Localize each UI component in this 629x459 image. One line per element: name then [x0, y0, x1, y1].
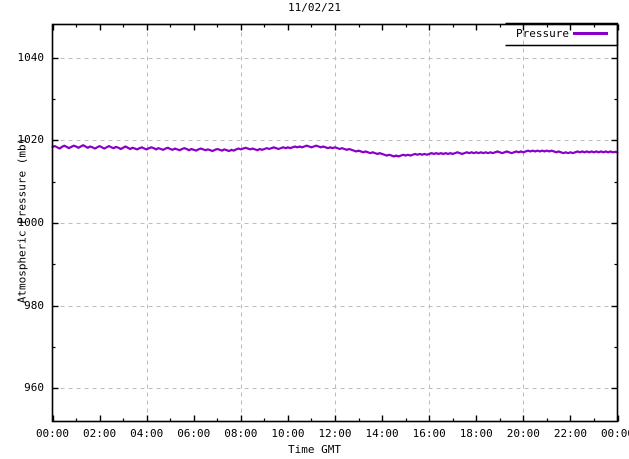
y-tick-label: 1040: [17, 50, 45, 64]
x-tick-label: 04:00: [130, 426, 164, 440]
series-line-pressure: [51, 144, 619, 158]
x-tick-label: 02:00: [83, 426, 117, 440]
legend-box: [505, 22, 619, 47]
x-tick-label: 14:00: [365, 426, 399, 440]
x-tick-label: 20:00: [506, 426, 540, 440]
x-tick-label: 18:00: [459, 426, 493, 440]
chart-title: 11/02/21: [288, 1, 341, 14]
x-tick-label: 06:00: [177, 426, 211, 440]
x-tick-label: 12:00: [318, 426, 352, 440]
y-tick-label: 960: [24, 381, 44, 395]
y-tick-label: 980: [24, 298, 44, 312]
y-tick-label: 1020: [17, 133, 45, 147]
x-axis-label: Time GMT: [288, 443, 341, 456]
x-tick-label: 08:00: [224, 426, 258, 440]
x-tick-label: 00:00: [600, 426, 629, 440]
x-tick-label: 22:00: [553, 426, 587, 440]
y-tick-label: 1000: [17, 216, 45, 229]
legend-entry-pressure: Pressure: [516, 27, 569, 40]
x-tick-label: 00:00: [35, 426, 70, 440]
x-tick-label: 10:00: [271, 426, 305, 440]
x-tick-label: 16:00: [412, 426, 446, 440]
plot-frame: [51, 23, 619, 423]
